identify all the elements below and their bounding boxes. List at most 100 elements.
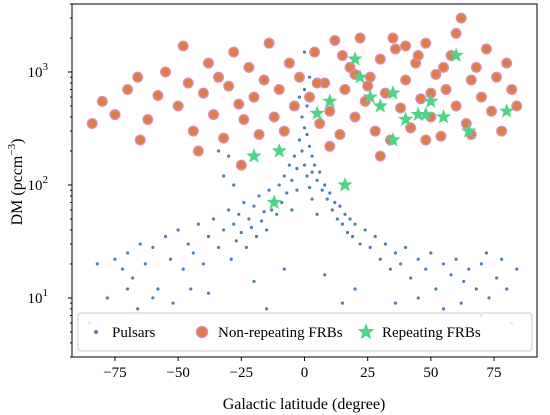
pulsar-point xyxy=(340,301,345,305)
pulsar-point xyxy=(505,287,509,291)
frb-point xyxy=(420,37,432,49)
frb-point xyxy=(238,113,250,125)
x-tick-label: −25 xyxy=(230,365,253,381)
frb-point xyxy=(475,91,487,103)
repeating-frb-point xyxy=(385,132,401,147)
frb-point xyxy=(288,100,300,112)
pulsar-point xyxy=(285,191,289,195)
pulsar-point xyxy=(350,234,355,239)
pulsar-point xyxy=(120,267,125,271)
pulsar-point xyxy=(305,132,309,137)
legend-frb-marker xyxy=(195,325,209,339)
pulsar-point xyxy=(300,149,304,153)
x-tick-label: 75 xyxy=(487,365,502,381)
frb-point xyxy=(208,109,220,121)
frb-point xyxy=(324,105,336,117)
pulsar-point xyxy=(310,154,314,158)
pulsar-point xyxy=(459,301,463,305)
pulsar-point xyxy=(171,301,175,305)
frb-point xyxy=(395,102,407,114)
frb-point xyxy=(374,150,386,162)
frb-point xyxy=(263,37,275,49)
pulsar-point xyxy=(409,276,413,280)
repeating-frb-point xyxy=(372,98,388,113)
pulsar-point xyxy=(307,185,312,190)
pulsar-point xyxy=(424,267,428,271)
pulsar-point xyxy=(315,178,319,182)
repeating-frb-point xyxy=(246,148,262,163)
pulsar-point xyxy=(333,200,337,205)
frb-point xyxy=(374,53,386,65)
frb-point xyxy=(218,132,230,144)
frb-point xyxy=(142,113,154,125)
pulsar-point xyxy=(254,234,259,239)
pulsar-point xyxy=(252,279,256,284)
legend-label: Non-repeating FRBs xyxy=(218,325,343,341)
pulsar-point xyxy=(125,251,130,255)
pulsar-point xyxy=(189,287,193,291)
repeating-frb-point xyxy=(435,108,452,124)
repeating-frb-point xyxy=(347,51,363,66)
x-tick-label: −50 xyxy=(166,365,189,381)
legend-box xyxy=(77,312,533,352)
frb-point xyxy=(339,84,351,96)
pulsar-point xyxy=(290,178,294,182)
pulsar-point xyxy=(363,228,367,232)
pulsar-point xyxy=(388,267,393,271)
x-tick-label: 0 xyxy=(301,365,309,381)
pulsar-point xyxy=(515,267,519,271)
frb-point xyxy=(389,43,401,55)
pulsar-point xyxy=(216,149,221,153)
pulsar-point xyxy=(292,154,296,158)
pulsar-point xyxy=(383,242,387,246)
frb-point xyxy=(437,61,449,73)
pulsar-point xyxy=(307,144,312,148)
pulsar-point xyxy=(297,95,302,99)
frb-point xyxy=(440,84,452,96)
pulsar-point xyxy=(300,115,304,119)
pulsar-point xyxy=(295,188,299,192)
pulsar-point xyxy=(216,245,221,250)
frb-point xyxy=(405,122,417,134)
frb-point xyxy=(501,57,513,69)
pulsar-point xyxy=(494,276,499,280)
pulsar-point xyxy=(244,245,248,250)
frb-point xyxy=(202,57,214,69)
pulsar-point xyxy=(163,234,168,239)
y-axis-label: DM (pccm−3) xyxy=(6,139,26,226)
frb-point xyxy=(223,80,235,92)
pulsar-point xyxy=(500,257,504,261)
pulsar-point xyxy=(307,75,312,79)
frb-point xyxy=(470,61,482,73)
frb-point xyxy=(486,105,498,117)
pulsar-point xyxy=(487,296,491,300)
pulsar-point xyxy=(176,228,180,232)
pulsar-point xyxy=(345,230,350,235)
frb-point xyxy=(364,71,376,83)
pulsar-point xyxy=(206,234,211,239)
pulsar-point xyxy=(247,217,251,221)
repeating-frb-point xyxy=(423,93,439,108)
legend-label: Pulsars xyxy=(112,325,156,341)
pulsar-point xyxy=(416,296,420,300)
pulsar-point xyxy=(403,245,408,250)
pulsar-point xyxy=(229,257,233,261)
frb-point xyxy=(134,134,146,146)
pulsar-point xyxy=(136,307,140,311)
pulsar-point xyxy=(290,208,294,212)
pulsar-point xyxy=(280,200,284,205)
pulsar-point xyxy=(297,138,302,142)
pulsar-point xyxy=(368,245,372,250)
frb-point xyxy=(86,118,98,130)
frb-point xyxy=(152,89,164,101)
frb-point xyxy=(273,84,285,96)
pulsar-point xyxy=(282,267,286,271)
pulsar-point xyxy=(484,251,489,255)
pulsar-point xyxy=(227,154,231,158)
frb-point xyxy=(349,111,361,123)
pulsar-point xyxy=(242,200,246,205)
frb-point xyxy=(430,69,442,81)
repeating-frb-point xyxy=(385,85,401,100)
